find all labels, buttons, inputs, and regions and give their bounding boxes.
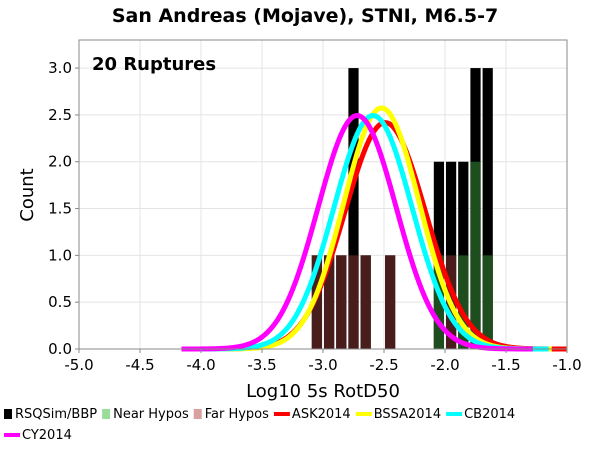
legend-swatch — [4, 409, 12, 419]
histogram-bar-near-hypos — [458, 255, 469, 349]
y-tick-label: 0.0 — [48, 340, 72, 358]
legend-item-far-hypos: Far Hypos — [193, 407, 269, 422]
y-tick-label: 2.5 — [48, 106, 72, 124]
x-tick-label: -5.0 — [64, 356, 93, 374]
curve-cy2014 — [180, 113, 534, 352]
histogram-bar-near-hypos — [470, 161, 481, 349]
legend-label: Far Hypos — [205, 407, 269, 422]
legend-item-near-hypos: Near Hypos — [102, 407, 189, 422]
x-tick-label: -3.5 — [247, 356, 276, 374]
histogram-bar-far-hypos — [336, 255, 347, 349]
y-tick-label: 1.5 — [48, 200, 72, 218]
histogram-bar-near-hypos — [482, 255, 493, 349]
legend-label: CB2014 — [464, 407, 515, 422]
histogram-bar-far-hypos — [385, 255, 396, 349]
histogram-bar-near-hypos — [433, 255, 444, 349]
legend-item-bssa2014: BSSA2014 — [355, 407, 441, 422]
plot-area: 20 Ruptures — [78, 39, 568, 352]
legend-item-rsqsim-bbp: RSQSim/BBP — [4, 407, 97, 422]
x-tick-label: -3.0 — [308, 356, 337, 374]
y-axis-ticks: 0.0 0.5 1.0 1.5 2.0 2.5 3.0 — [48, 59, 79, 358]
y-axis-label: Count — [17, 168, 38, 221]
legend-label: CY2014 — [22, 428, 72, 443]
legend-item-ask2014: ASK2014 — [273, 407, 351, 422]
x-tick-label: -4.0 — [186, 356, 215, 374]
legend-swatch — [102, 409, 111, 419]
y-tick-label: 3.0 — [48, 59, 72, 77]
legend-label: Near Hypos — [113, 407, 189, 422]
legend-item-cb2014: CB2014 — [446, 407, 515, 422]
x-tick-label: -4.5 — [125, 356, 154, 374]
histogram-bar-total — [482, 68, 493, 349]
chart-title: San Andreas (Mojave), STNI, M6.5-7 — [112, 5, 498, 27]
y-tick-label: 0.5 — [48, 293, 72, 311]
legend-item-cy2014: CY2014 — [4, 428, 72, 443]
legend-label: ASK2014 — [292, 407, 351, 422]
x-tick-label: -1.0 — [552, 356, 581, 374]
histogram-bar-far-hypos — [360, 255, 371, 349]
legend-label: RSQSim/BBP — [15, 407, 97, 422]
histogram-bar-far-hypos — [348, 255, 359, 349]
gmm-curves — [180, 105, 568, 352]
histogram-bar-total — [348, 68, 359, 349]
legend-swatch — [193, 409, 202, 419]
y-tick-label: 1.0 — [48, 246, 72, 264]
rupture-count-annotation: 20 Ruptures — [92, 54, 216, 75]
legend-label: BSSA2014 — [374, 407, 441, 422]
x-tick-label: -2.0 — [430, 356, 459, 374]
x-axis-label: Log10 5s RotD50 — [246, 381, 400, 402]
x-tick-label: -1.5 — [491, 356, 520, 374]
histogram-bar-far-hypos — [311, 255, 322, 349]
x-tick-label: -2.5 — [369, 356, 398, 374]
legend: RSQSim/BBP Near Hypos Far Hypos ASK2014 BSSA… — [4, 407, 515, 443]
x-axis-ticks: -5.0 -4.5 -4.0 -3.5 -3.0 -2.5 -2.0 -1.5 -1.0 — [64, 349, 582, 374]
y-tick-label: 2.0 — [48, 153, 72, 171]
histogram-bar-far-hypos — [324, 255, 335, 349]
